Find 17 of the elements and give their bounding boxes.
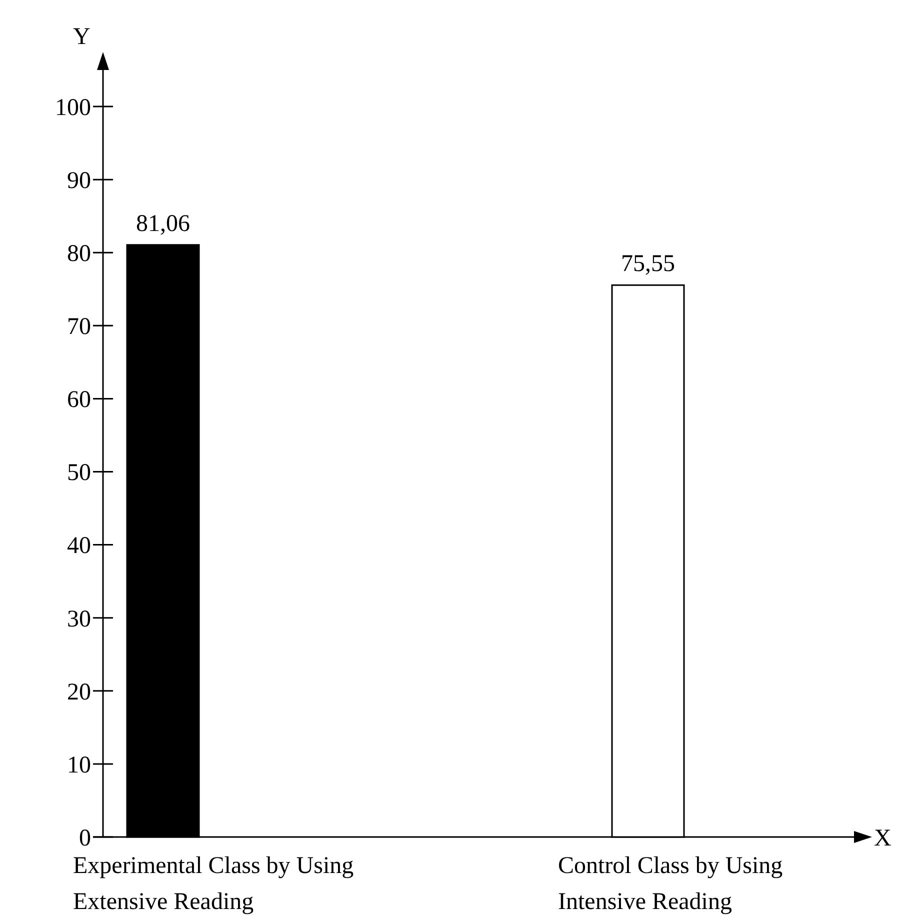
y-tick-label: 50: [67, 460, 91, 486]
y-tick-label: 70: [67, 314, 91, 340]
y-tick-label: 90: [67, 168, 91, 194]
y-tick-label: 80: [67, 241, 91, 268]
y-axis-title: Y: [73, 24, 90, 50]
y-tick-label: 30: [67, 606, 91, 632]
y-tick-label: 0: [79, 825, 91, 852]
x-tick-label: Control Class by Using Intensive Reading: [558, 853, 783, 915]
x-tick-label: Experimental Class by Using Extensive Reading: [73, 853, 354, 915]
y-tick-label: 60: [67, 387, 91, 414]
data-label: 81,06: [136, 210, 190, 237]
x-axis-title: X: [874, 825, 892, 852]
data-label: 75,55: [621, 251, 675, 278]
y-tick-label: 10: [67, 752, 91, 778]
y-tick-label: 40: [67, 533, 91, 560]
y-tick-label: 20: [67, 679, 91, 706]
y-tick-label: 100: [55, 94, 91, 121]
